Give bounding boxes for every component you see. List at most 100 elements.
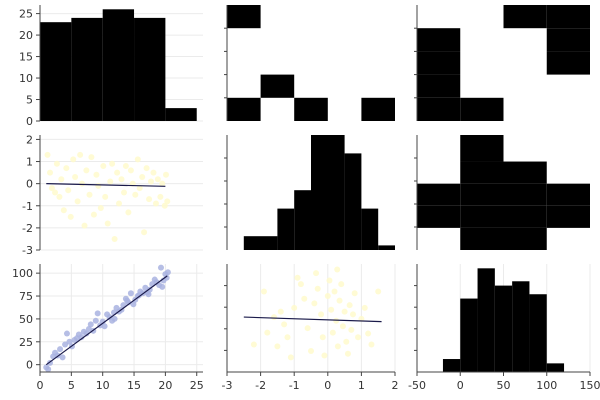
scatter-point-43 <box>143 165 150 172</box>
heatmap-cell <box>417 205 461 228</box>
scatter-point-44 <box>146 196 153 203</box>
panel-row1-col3 <box>414 5 590 121</box>
bar-4 <box>344 153 362 250</box>
bar-4 <box>512 281 530 372</box>
scatter-point-30 <box>343 338 350 345</box>
bar-3 <box>494 285 513 372</box>
scatter-point-8 <box>62 341 69 348</box>
scatter-point-4 <box>53 160 60 167</box>
tick-label-y: 0 <box>26 178 33 191</box>
tick-label-x: 0 <box>324 379 331 392</box>
scatter-point-17 <box>83 330 90 337</box>
scatter-point-21 <box>328 306 335 313</box>
panel-row3-col2: -3 -2 -1 0 1 2 <box>222 264 399 392</box>
scatter-point-15 <box>78 334 85 341</box>
scatter-point-16 <box>81 222 88 229</box>
bar-0 <box>40 22 72 122</box>
scatter-point-19 <box>324 293 331 300</box>
scatter-point-11 <box>301 295 308 302</box>
scatter-point-20 <box>90 211 97 218</box>
tick-label-x: 50 <box>497 379 511 392</box>
tick-label-x: 0 <box>457 379 464 392</box>
scatter-point-16 <box>318 311 325 318</box>
scatter-point-56 <box>136 292 143 299</box>
tick-label-x: 100 <box>536 379 557 392</box>
tick-label-x: 2 <box>392 379 399 392</box>
heatmap-cell <box>503 5 547 29</box>
heatmap-cell <box>503 183 547 206</box>
tick-label-x: -1 <box>289 379 300 392</box>
heatmap-cell <box>546 28 590 52</box>
scatter-point-36 <box>355 334 362 341</box>
scatter-point-33 <box>348 326 355 333</box>
scatter-point-34 <box>122 162 129 169</box>
scatter-point-49 <box>157 264 164 271</box>
scatter-point-13 <box>308 347 314 354</box>
scatter-point-32 <box>346 302 353 309</box>
scatter-point-9 <box>63 330 70 337</box>
bar-4 <box>165 108 197 121</box>
scatter-point-2 <box>48 185 55 192</box>
panel-row3-col3: -50 0 50 100 150 <box>408 264 600 392</box>
bar-1 <box>71 17 103 122</box>
tick-label-y: 0 <box>26 359 33 372</box>
scatter-point-45 <box>147 178 154 185</box>
scatter-point-28 <box>109 160 116 167</box>
scatter-point-2 <box>264 329 271 336</box>
tick-label-y: 2 <box>26 133 33 146</box>
scatter-point-12 <box>72 174 79 181</box>
bar-1 <box>460 298 478 372</box>
scatter-point-23 <box>97 204 104 211</box>
scatter-point-34 <box>350 311 356 318</box>
scatter-point-26 <box>104 220 111 227</box>
scatter-point-6 <box>58 176 65 183</box>
tick-label-y: 100 <box>12 267 33 280</box>
panel-row2-col1: -3 -2 -1 0 1 2 <box>22 133 203 257</box>
scatter-point-21 <box>92 317 99 324</box>
scatter-point-5 <box>56 193 63 200</box>
scatter-point-35 <box>351 290 358 297</box>
scatter-point-1 <box>47 169 54 176</box>
scatter-point-38 <box>361 304 368 311</box>
scatter-point-14 <box>77 151 84 158</box>
scatter-point-7 <box>287 354 294 361</box>
scatter-point-9 <box>294 274 301 281</box>
scatter-point-47 <box>152 200 159 207</box>
scatter-point-0 <box>44 151 51 158</box>
heatmap-cell <box>503 227 547 250</box>
panel-row3-col1: 0 25 50 75 100 0 5 10 15 20 25 <box>12 264 204 392</box>
heatmap-cell <box>417 28 461 52</box>
scatter-point-26 <box>336 297 343 304</box>
scatter-point-11 <box>70 156 77 163</box>
scatter-point-25 <box>102 193 109 200</box>
scatter-point-35 <box>125 209 132 216</box>
heatmap-cell <box>417 97 461 121</box>
fit-line <box>45 275 168 366</box>
heatmap-cell <box>546 205 590 228</box>
scatter-point-10 <box>297 281 304 288</box>
tick-label-x: 150 <box>580 379 600 392</box>
heatmap-cell <box>546 5 590 29</box>
scatter-point-21 <box>93 171 100 178</box>
tick-label-y: 75 <box>19 290 33 303</box>
heatmap-cell <box>546 183 590 206</box>
scatter-point-10 <box>67 213 74 220</box>
heatmap-cell <box>417 51 461 75</box>
scatter-point-51 <box>161 202 168 209</box>
heatmap-cell <box>417 74 461 98</box>
scatter-point-53 <box>164 198 171 205</box>
tick-label-x: -50 <box>408 379 426 392</box>
tick-label-x: 1 <box>358 379 365 392</box>
scatter-point-36 <box>127 167 134 174</box>
scatter-point-19 <box>87 321 94 328</box>
scatter-point-40 <box>368 341 375 348</box>
scatter-point-3 <box>271 314 278 321</box>
tick-label-x: 15 <box>127 379 141 392</box>
bar-2 <box>477 268 495 372</box>
heatmap-cell <box>460 205 504 228</box>
scatter-point-25 <box>101 323 108 330</box>
fit-line <box>243 316 382 323</box>
scatter-point-22 <box>95 182 102 189</box>
bar-1 <box>277 208 295 250</box>
scatter-point-32 <box>118 176 125 183</box>
